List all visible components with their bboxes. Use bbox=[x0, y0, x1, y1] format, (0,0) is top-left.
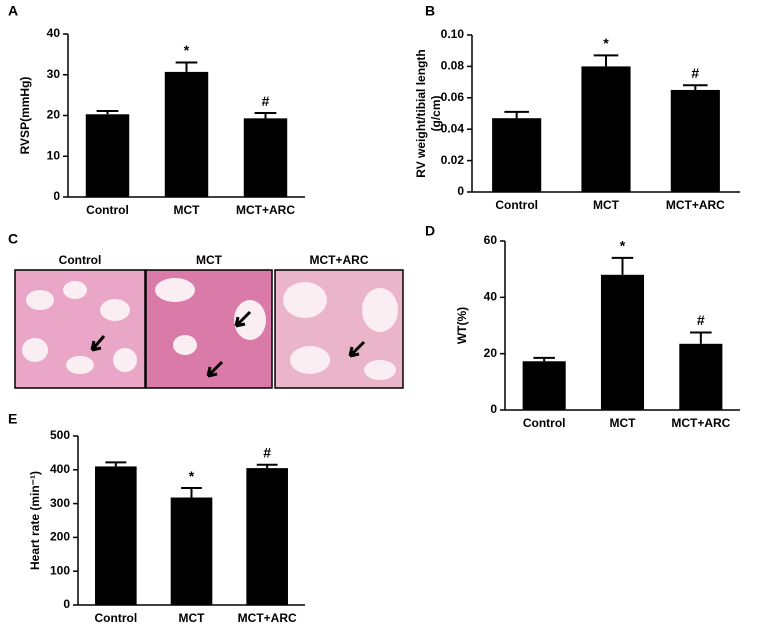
y-tick-label: 40 bbox=[47, 26, 61, 40]
error-bar bbox=[593, 54, 619, 67]
bar bbox=[164, 71, 209, 197]
y-tick-label: 0.02 bbox=[441, 153, 465, 167]
x-tick-label: MCT+ARC bbox=[666, 198, 725, 212]
x-tick-label: MCT+ARC bbox=[236, 203, 295, 217]
arrows bbox=[90, 310, 366, 378]
y-tick-label: 0 bbox=[53, 189, 60, 203]
y-tick-label: 10 bbox=[47, 148, 61, 162]
alveoli bbox=[22, 278, 398, 380]
significance-mark: # bbox=[697, 312, 705, 328]
histology bbox=[14, 269, 404, 389]
y-tick-label: 60 bbox=[484, 233, 498, 247]
significance-mark: * bbox=[603, 35, 609, 51]
y-tick-label: 0 bbox=[457, 184, 464, 198]
y-tick-label: 200 bbox=[50, 530, 70, 544]
y-tick-label: 0.08 bbox=[441, 59, 465, 73]
error-bar bbox=[533, 356, 555, 362]
bar bbox=[492, 118, 542, 192]
significance-mark: # bbox=[263, 444, 271, 460]
y-axis-label: WT(%) bbox=[455, 307, 469, 344]
significance-mark: # bbox=[262, 93, 270, 109]
error-bar bbox=[683, 84, 708, 90]
y-tick-label: 0.06 bbox=[441, 90, 465, 104]
y-tick-label: 0 bbox=[63, 597, 70, 611]
y-tick-label: 100 bbox=[50, 563, 70, 577]
x-tick-label: Control bbox=[523, 416, 566, 430]
bar bbox=[246, 468, 288, 605]
x-tick-label: Control bbox=[86, 203, 129, 217]
bar bbox=[679, 343, 723, 410]
y-tick-label: 400 bbox=[50, 462, 70, 476]
y-tick-label: 20 bbox=[47, 108, 61, 122]
image-title: Control bbox=[59, 253, 102, 267]
error-bar bbox=[504, 110, 529, 119]
error-bar bbox=[105, 461, 127, 467]
y-tick-label: 30 bbox=[47, 67, 61, 81]
error-bar bbox=[175, 61, 198, 72]
x-tick-label: Control bbox=[95, 611, 138, 625]
panel-label: A bbox=[8, 3, 18, 19]
x-tick-label: MCT bbox=[610, 416, 637, 430]
significance-mark: * bbox=[184, 42, 190, 58]
bar bbox=[243, 118, 288, 197]
y-axis-label: RVSP(mmHg) bbox=[18, 77, 32, 155]
significance-mark: * bbox=[620, 238, 626, 254]
x-tick-label: MCT bbox=[174, 203, 201, 217]
panel-label: E bbox=[8, 411, 17, 427]
y-tick-label: 40 bbox=[484, 290, 498, 304]
y-tick-label: 20 bbox=[484, 346, 498, 360]
image-title: MCT bbox=[196, 253, 223, 267]
significance-mark: # bbox=[691, 65, 699, 81]
significance-mark: * bbox=[189, 468, 195, 484]
error-bar bbox=[96, 110, 119, 115]
error-bar bbox=[254, 112, 277, 119]
y-tick-label: 0 bbox=[490, 402, 497, 416]
y-tick-label: 500 bbox=[50, 428, 70, 442]
y-axis-label: Heart rate (min⁻¹) bbox=[28, 471, 42, 570]
panel-label: B bbox=[425, 3, 435, 19]
error-bar bbox=[690, 331, 712, 344]
panel-label: C bbox=[8, 231, 18, 247]
bar bbox=[522, 361, 566, 410]
error-bar bbox=[611, 256, 634, 275]
bar bbox=[170, 497, 213, 605]
bar bbox=[600, 274, 645, 410]
y-tick-label: 300 bbox=[50, 496, 70, 510]
y-tick-label: 0.10 bbox=[441, 27, 465, 41]
y-axis-label: RV weight/tibial length bbox=[414, 49, 428, 177]
x-tick-label: MCT bbox=[593, 198, 620, 212]
y-axis-label: (g/cm) bbox=[429, 95, 443, 131]
bar bbox=[85, 114, 130, 197]
x-tick-label: MCT+ARC bbox=[238, 611, 297, 625]
image-title: MCT+ARC bbox=[310, 253, 369, 267]
error-bar bbox=[181, 487, 202, 498]
bar bbox=[670, 89, 720, 192]
x-tick-label: MCT+ARC bbox=[671, 416, 730, 430]
panel-label: D bbox=[425, 223, 435, 239]
x-tick-label: Control bbox=[495, 198, 538, 212]
bar bbox=[581, 66, 631, 192]
y-tick-label: 0.04 bbox=[441, 121, 465, 135]
error-bar bbox=[256, 463, 278, 469]
bar bbox=[95, 466, 137, 605]
x-tick-label: MCT bbox=[179, 611, 206, 625]
